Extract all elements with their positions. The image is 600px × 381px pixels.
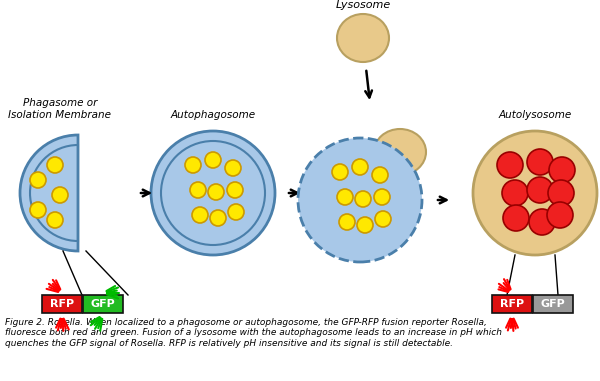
Circle shape bbox=[298, 138, 422, 262]
Circle shape bbox=[228, 204, 244, 220]
Circle shape bbox=[337, 189, 353, 205]
Circle shape bbox=[205, 152, 221, 168]
Text: Figure 2. Rosella. When localized to a phagosome or autophagosome, the GFP-RFP f: Figure 2. Rosella. When localized to a p… bbox=[5, 318, 502, 348]
Text: Autolysosome: Autolysosome bbox=[499, 110, 572, 120]
Circle shape bbox=[352, 159, 368, 175]
Bar bbox=[42, 295, 82, 313]
Text: RFP: RFP bbox=[50, 299, 74, 309]
Text: Lysosome: Lysosome bbox=[335, 0, 391, 10]
Circle shape bbox=[502, 180, 528, 206]
Text: Autophagosome: Autophagosome bbox=[170, 110, 256, 120]
Circle shape bbox=[529, 209, 555, 235]
Circle shape bbox=[208, 184, 224, 200]
Wedge shape bbox=[20, 135, 78, 251]
Circle shape bbox=[355, 191, 371, 207]
Circle shape bbox=[210, 210, 226, 226]
Circle shape bbox=[473, 131, 597, 255]
Circle shape bbox=[47, 157, 63, 173]
Bar bbox=[83, 295, 123, 313]
Circle shape bbox=[527, 149, 553, 175]
Circle shape bbox=[547, 202, 573, 228]
Circle shape bbox=[372, 167, 388, 183]
Circle shape bbox=[192, 207, 208, 223]
Circle shape bbox=[332, 164, 348, 180]
Text: GFP: GFP bbox=[541, 299, 565, 309]
Circle shape bbox=[30, 202, 46, 218]
Circle shape bbox=[375, 211, 391, 227]
Circle shape bbox=[357, 217, 373, 233]
Circle shape bbox=[497, 152, 523, 178]
Ellipse shape bbox=[337, 14, 389, 62]
Circle shape bbox=[151, 131, 275, 255]
Circle shape bbox=[185, 157, 201, 173]
Ellipse shape bbox=[374, 129, 426, 175]
Circle shape bbox=[227, 182, 243, 198]
Circle shape bbox=[503, 205, 529, 231]
Circle shape bbox=[527, 177, 553, 203]
Circle shape bbox=[190, 182, 206, 198]
Text: Phagasome or
Isolation Membrane: Phagasome or Isolation Membrane bbox=[8, 98, 112, 120]
Bar bbox=[492, 295, 532, 313]
Circle shape bbox=[548, 180, 574, 206]
Circle shape bbox=[549, 157, 575, 183]
Circle shape bbox=[225, 160, 241, 176]
Text: RFP: RFP bbox=[500, 299, 524, 309]
Circle shape bbox=[30, 172, 46, 188]
Circle shape bbox=[47, 212, 63, 228]
Circle shape bbox=[52, 187, 68, 203]
Circle shape bbox=[339, 214, 355, 230]
Circle shape bbox=[374, 189, 390, 205]
Bar bbox=[533, 295, 573, 313]
Text: GFP: GFP bbox=[91, 299, 115, 309]
